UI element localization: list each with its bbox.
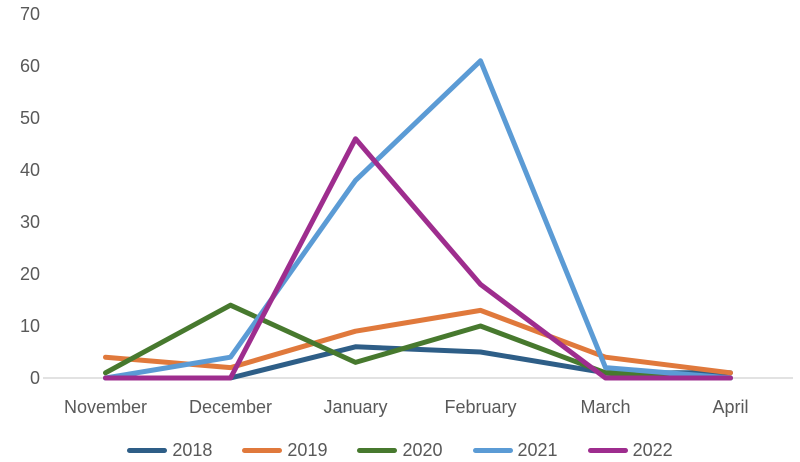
legend-item-2021: 2021 bbox=[472, 440, 558, 460]
y-axis-tick-label: 20 bbox=[20, 264, 40, 284]
y-axis-tick-label: 10 bbox=[20, 316, 40, 336]
series-line-2021 bbox=[103, 58, 733, 381]
legend-line-marker bbox=[357, 447, 398, 453]
chart-legend: 2018 2019 2020 2021 2022 bbox=[0, 441, 800, 459]
y-axis-tick-label: 50 bbox=[20, 108, 40, 128]
legend-line-marker bbox=[472, 447, 513, 453]
legend-label: 2021 bbox=[517, 440, 558, 460]
y-axis-tick-label: 30 bbox=[20, 212, 40, 232]
legend-label: 2020 bbox=[402, 440, 443, 460]
x-axis-tick-label: January bbox=[323, 397, 387, 417]
legend-line-marker bbox=[587, 447, 628, 453]
series-line-2022 bbox=[103, 136, 733, 381]
x-axis-tick-label: November bbox=[64, 397, 147, 417]
legend-line-marker bbox=[127, 447, 168, 453]
legend-item-2022: 2022 bbox=[587, 440, 673, 460]
x-axis-tick-label: April bbox=[712, 397, 748, 417]
y-axis-tick-label: 60 bbox=[20, 56, 40, 76]
x-axis-tick-label: March bbox=[580, 397, 630, 417]
x-axis-tick-label: February bbox=[444, 397, 516, 417]
legend-item-2018: 2018 bbox=[127, 441, 212, 459]
legend-label: 2019 bbox=[287, 440, 328, 460]
series-line-2020 bbox=[103, 302, 733, 381]
y-axis-tick-label: 0 bbox=[30, 368, 40, 388]
x-axis-tick-label: December bbox=[189, 397, 272, 417]
legend-label: 2018 bbox=[172, 440, 213, 460]
y-axis-tick-label: 70 bbox=[20, 4, 40, 24]
legend-label: 2022 bbox=[632, 440, 673, 460]
legend-line-marker bbox=[242, 447, 283, 453]
series-line-2019 bbox=[103, 307, 733, 376]
y-axis-tick-label: 40 bbox=[20, 160, 40, 180]
legend-item-2019: 2019 bbox=[242, 441, 327, 459]
legend-item-2020: 2020 bbox=[357, 440, 443, 460]
